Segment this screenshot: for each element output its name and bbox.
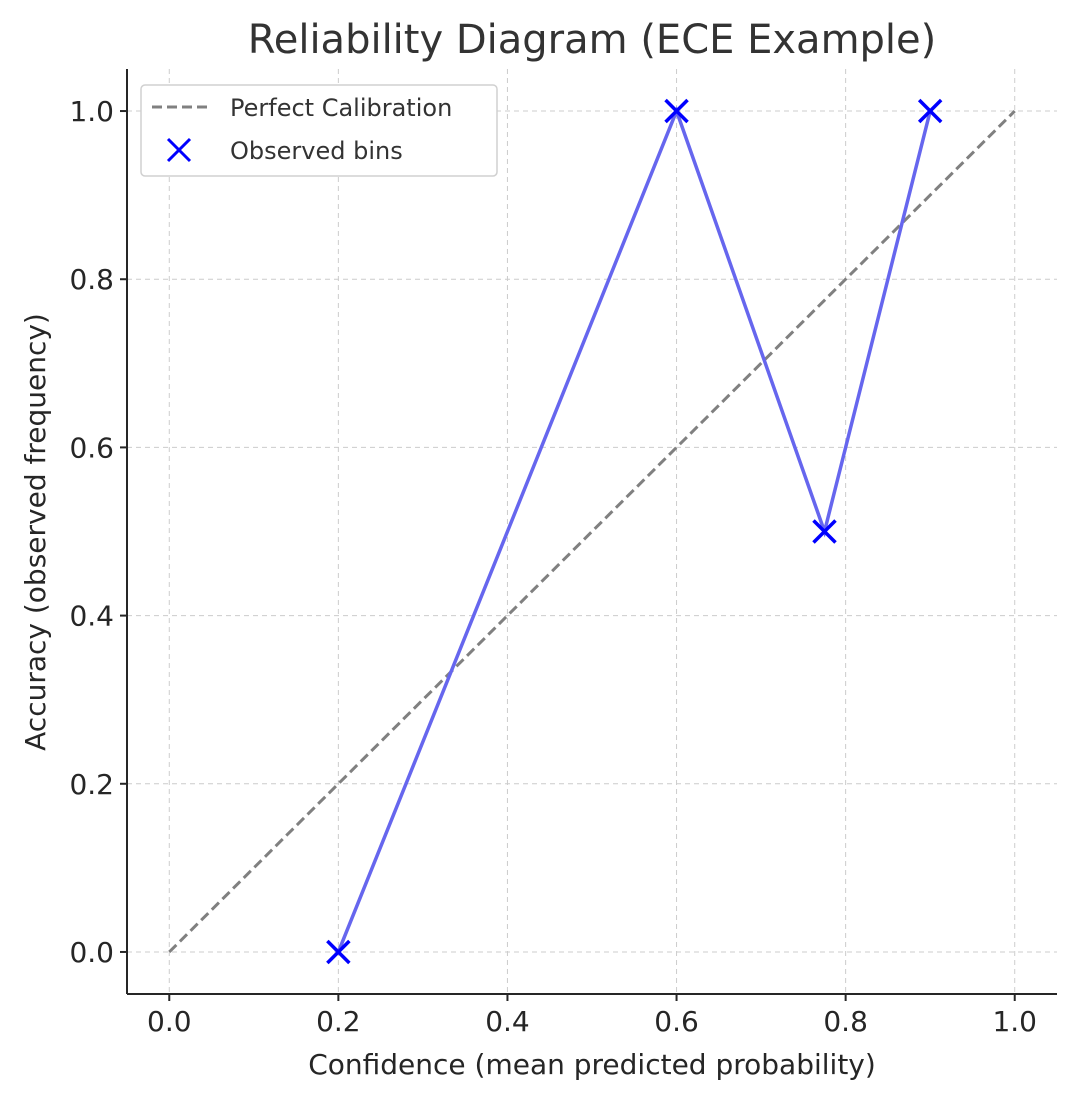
x-tick-label-4: 0.8 (823, 1005, 868, 1038)
observed-bin-marker-3 (917, 98, 943, 124)
y-axis-label: Accuracy (observed frequency) (19, 313, 52, 751)
perfect-calibration-line (168, 109, 1016, 954)
y-tick-label-2: 0.4 (69, 600, 114, 633)
legend-observed-bins-marker (166, 137, 192, 163)
chart-title: Reliability Diagram (ECE Example) (248, 17, 937, 63)
legend-perfect-calibration-label: Perfect Calibration (230, 94, 452, 122)
y-tick-label-5: 1.0 (69, 95, 114, 128)
observed-bins-markers (326, 98, 943, 965)
observed-bin-marker-2 (812, 519, 837, 544)
y-tick-label-3: 0.6 (69, 431, 114, 464)
y-tick-label-1: 0.2 (69, 768, 114, 801)
observed-bins-line (336, 106, 932, 953)
x-tick-label-5: 1.0 (992, 1005, 1037, 1038)
y-tick-label-0: 0.0 (69, 936, 114, 969)
x-axis-label: Confidence (mean predicted probability) (308, 1048, 876, 1081)
x-tick-label-2: 0.4 (485, 1005, 530, 1038)
legend-observed-bins-label: Observed bins (230, 137, 403, 165)
axes-spines (126, 69, 1057, 995)
x-tick-label-1: 0.2 (316, 1005, 361, 1038)
axis-ticks: 0.0 0.2 0.4 0.6 0.8 1.0 0.0 0.2 0.4 0.6 0.8 1.0 (69, 95, 1037, 1038)
observed-bins-path (336, 106, 932, 953)
legend-box (140, 84, 498, 177)
observed-bin-marker-1 (664, 98, 689, 124)
perfect-calibration-path (168, 109, 1016, 954)
x-tick-label-0: 0.0 (147, 1005, 192, 1038)
x-tick-label-3: 0.6 (654, 1005, 699, 1038)
grid (127, 69, 1057, 994)
y-tick-label-4: 0.8 (69, 263, 114, 296)
legend: Perfect Calibration Observed bins (140, 84, 498, 177)
observed-bin-marker-0 (326, 939, 351, 965)
